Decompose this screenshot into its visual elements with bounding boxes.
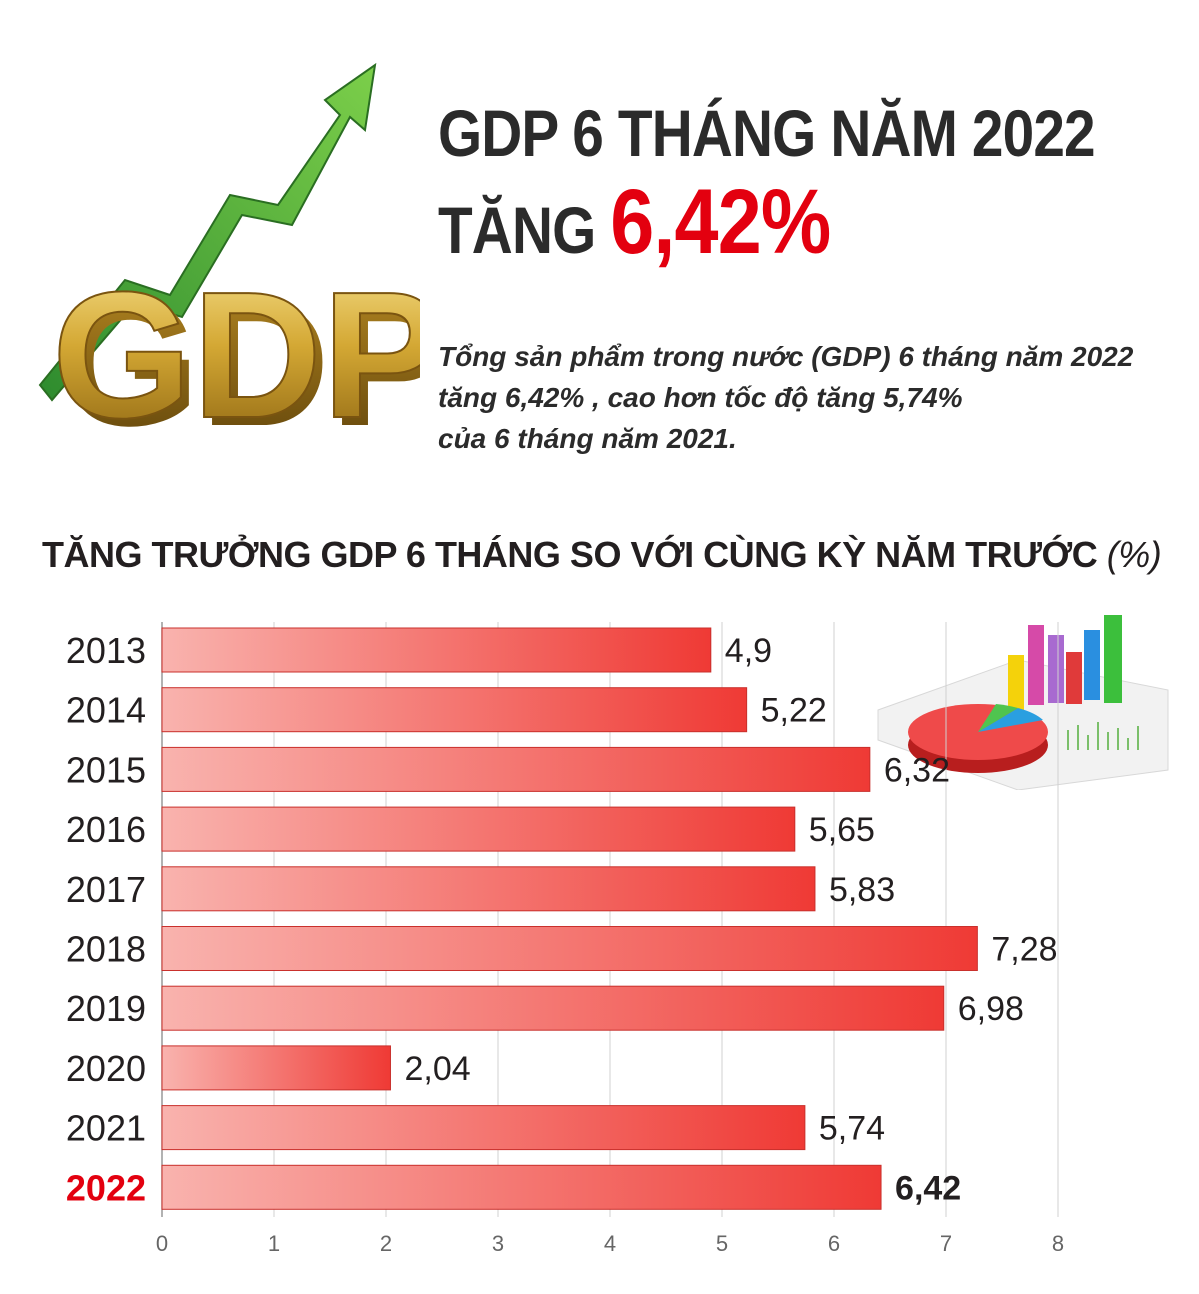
decorative-chart-illustration: [877, 615, 1169, 790]
y-category-label: 2014: [66, 690, 146, 731]
chart-labels: 0 1 2 3 4 5 6 7 8 2013 4,9 2014 5,22 2015 6,32 2016 5,65…: [66, 630, 1064, 1256]
data-label: 5,22: [761, 692, 827, 730]
bar: [161, 1105, 806, 1151]
green-arrow-icon: [38, 62, 377, 402]
bar: [161, 866, 816, 912]
mini-bar-icon: [1008, 615, 1122, 710]
data-label: 7,28: [991, 931, 1057, 969]
mini-pie-icon: [908, 704, 1048, 773]
gdp-growth-arrow-illustration: GDP GDP: [38, 62, 420, 455]
y-category-label: 2013: [66, 630, 146, 671]
summary-line-3: của 6 tháng năm 2021.: [438, 423, 737, 454]
chart-title-unit: (%): [1106, 534, 1162, 575]
chart-title-text: TĂNG TRƯỞNG GDP 6 THÁNG SO VỚI CÙNG KỲ N…: [42, 534, 1098, 575]
title-line-2: TĂNG 6,42%: [438, 174, 1074, 278]
y-category-label: 2016: [66, 809, 146, 850]
y-category-label: 2021: [66, 1108, 146, 1149]
bar: [161, 687, 748, 733]
bar: [161, 627, 712, 673]
summary-text: Tổng sản phẩm trong nước (GDP) 6 tháng n…: [438, 336, 1178, 459]
x-tick-label: 6: [828, 1231, 840, 1256]
bar: [161, 806, 796, 852]
data-label: 6,32: [884, 751, 950, 789]
page-title: GDP 6 THÁNG NĂM 2022 TĂNG 6,42%: [438, 92, 1178, 278]
chart-title: TĂNG TRƯỞNG GDP 6 THÁNG SO VỚI CÙNG KỲ N…: [42, 534, 1182, 576]
x-tick-label: 0: [156, 1231, 168, 1256]
data-label: 2,04: [404, 1050, 470, 1088]
title-prefix: TĂNG: [438, 193, 596, 267]
data-label: 6,98: [958, 990, 1024, 1028]
svg-text:GDP: GDP: [52, 255, 420, 455]
title-line-1: GDP 6 THÁNG NĂM 2022: [438, 96, 1096, 170]
bar: [161, 746, 871, 792]
gdp-bar-chart: 0 1 2 3 4 5 6 7 8 2013 4,9 2014 5,22 2015 6,32 2016 5,65…: [66, 622, 1064, 1256]
bar: [161, 1045, 391, 1091]
data-label: 6,42: [895, 1169, 961, 1207]
x-tick-label: 8: [1052, 1231, 1064, 1256]
y-category-label: 2017: [66, 869, 146, 910]
chart-bars: [161, 627, 978, 1210]
x-tick-label: 3: [492, 1231, 504, 1256]
x-tick-label: 5: [716, 1231, 728, 1256]
x-tick-label: 1: [268, 1231, 280, 1256]
y-category-label: 2020: [66, 1048, 146, 1089]
y-category-label: 2015: [66, 749, 146, 790]
data-label: 5,65: [809, 811, 875, 849]
data-label: 4,9: [725, 632, 772, 670]
x-tick-label: 4: [604, 1231, 616, 1256]
gdp-logo-letters: GDP GDP: [51, 254, 420, 455]
bar: [161, 1164, 882, 1210]
y-category-label: 2022: [66, 1167, 146, 1208]
y-category-label: 2018: [66, 929, 146, 970]
bar: [161, 926, 978, 971]
summary-line-1: Tổng sản phẩm trong nước (GDP) 6 tháng n…: [438, 341, 1134, 372]
title-growth-value: 6,42%: [610, 171, 831, 273]
bar: [161, 985, 945, 1031]
x-tick-label: 7: [940, 1231, 952, 1256]
x-tick-label: 2: [380, 1231, 392, 1256]
data-label: 5,83: [829, 871, 895, 909]
svg-text:GDP: GDP: [60, 263, 420, 455]
y-category-label: 2019: [66, 988, 146, 1029]
summary-line-2: tăng 6,42% , cao hơn tốc độ tăng 5,74%: [438, 382, 963, 413]
data-label: 5,74: [819, 1110, 885, 1148]
